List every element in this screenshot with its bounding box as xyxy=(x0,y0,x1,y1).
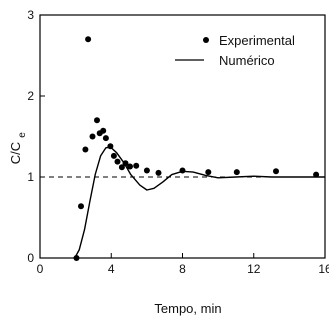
x-tick-label: 4 xyxy=(108,262,115,276)
legend-numerico-label: Numérico xyxy=(219,53,275,68)
data-point-experimental xyxy=(107,143,114,150)
data-point-experimental xyxy=(313,171,320,178)
y-axis-label: C/C xyxy=(8,142,23,164)
data-point-experimental xyxy=(155,169,162,176)
y-tick-label: 3 xyxy=(27,8,34,22)
series-numerico-line xyxy=(73,146,325,259)
x-tick-label: 8 xyxy=(179,262,186,276)
y-tick-label: 1 xyxy=(27,170,34,184)
data-point-experimental xyxy=(273,168,279,175)
data-point-experimental xyxy=(100,127,107,134)
data-point-experimental xyxy=(94,117,100,124)
x-tick-label: 12 xyxy=(247,262,261,276)
y-tick-label: 2 xyxy=(27,89,34,103)
plot-frame xyxy=(39,14,326,259)
data-point-experimental xyxy=(102,135,109,142)
data-point-experimental xyxy=(179,167,186,174)
legend-experimental-marker xyxy=(203,37,209,43)
data-point-experimental xyxy=(78,203,84,210)
data-point-experimental xyxy=(85,36,92,43)
legend-experimental-label: Experimental xyxy=(219,33,295,48)
data-point-experimental xyxy=(205,169,212,176)
data-point-experimental xyxy=(114,158,121,165)
data-point-experimental xyxy=(233,169,240,176)
data-point-experimental xyxy=(89,133,96,140)
data-point-experimental xyxy=(73,255,80,261)
y-tick-label: 0 xyxy=(27,251,34,265)
data-point-experimental xyxy=(110,152,117,159)
data-point-experimental xyxy=(143,167,150,174)
y-axis-label-subscript: e xyxy=(17,132,28,138)
data-point-experimental xyxy=(118,164,125,171)
data-point-experimental xyxy=(127,163,133,170)
data-point-experimental xyxy=(122,160,129,167)
x-tick-label: 16 xyxy=(318,262,329,276)
x-axis-label: Tempo, min xyxy=(154,301,221,316)
x-tick-label: 0 xyxy=(37,262,44,276)
data-point-experimental xyxy=(133,162,140,169)
data-point-experimental xyxy=(82,146,89,153)
